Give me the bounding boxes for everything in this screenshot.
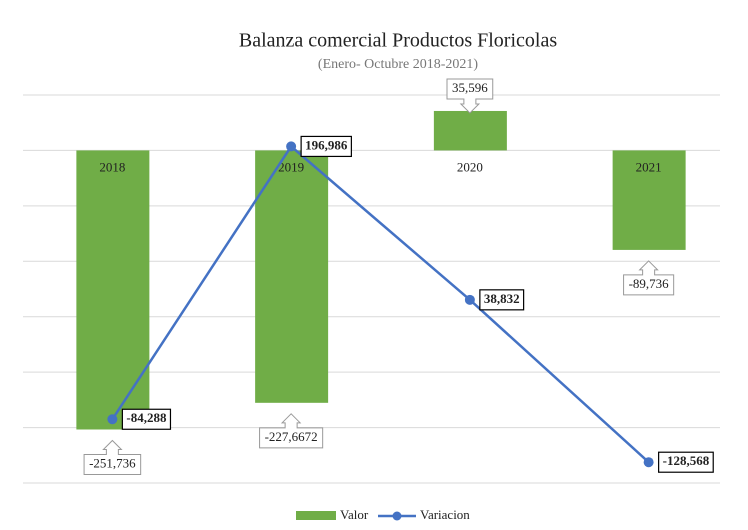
label-box	[658, 451, 714, 473]
line-point	[643, 457, 654, 468]
label-box	[300, 135, 352, 158]
line-point	[107, 414, 118, 425]
category-label: 2019	[278, 159, 304, 174]
label-callout	[446, 78, 494, 114]
bar-value-label: -227,6672	[265, 429, 318, 444]
bar	[255, 150, 329, 403]
line-value-label: -128,568	[663, 453, 710, 468]
line-value-label: 38,832	[484, 291, 520, 306]
label-callout	[259, 413, 324, 449]
label-box	[121, 408, 172, 430]
chart-subtitle: (Enero- Octubre 2018-2021)	[318, 57, 479, 72]
line-value-label: 196,986	[305, 137, 348, 152]
line	[111, 144, 650, 464]
category-label: 2018	[99, 159, 125, 174]
bar	[612, 150, 686, 250]
bar	[433, 110, 507, 151]
label-box	[479, 289, 525, 311]
bar-value-label: 35,596	[452, 80, 488, 95]
legend-swatch	[296, 511, 336, 520]
label-callout	[623, 260, 675, 296]
legend-marker	[392, 511, 402, 521]
bar-value-label: -251,736	[89, 455, 136, 470]
chart-title: Balanza comercial Productos Floricolas	[239, 30, 557, 52]
category-label: 2021	[636, 159, 662, 174]
bar	[76, 150, 150, 430]
line-point	[464, 294, 475, 305]
bar-value-label: -89,736	[629, 276, 670, 291]
legend-label: Valor	[340, 507, 369, 522]
label-callout	[83, 439, 142, 475]
category-label: 2020	[457, 159, 483, 174]
legend-label: Variacion	[420, 507, 470, 522]
line-value-label: -84,288	[126, 410, 167, 425]
line-point	[286, 141, 297, 152]
